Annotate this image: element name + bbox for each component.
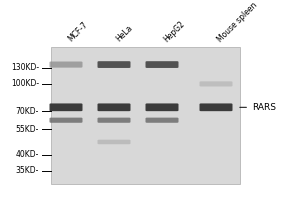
Text: 130KD-: 130KD- [11, 63, 39, 72]
Text: RARS: RARS [240, 103, 276, 112]
Text: 40KD-: 40KD- [16, 150, 39, 159]
FancyBboxPatch shape [98, 61, 130, 68]
FancyBboxPatch shape [98, 103, 130, 111]
Text: 35KD-: 35KD- [16, 166, 39, 175]
Bar [51, 47, 240, 184]
FancyBboxPatch shape [50, 62, 82, 68]
FancyBboxPatch shape [146, 118, 178, 123]
Text: 70KD-: 70KD- [16, 107, 39, 116]
FancyBboxPatch shape [146, 103, 178, 111]
Text: HeLa: HeLa [114, 24, 134, 44]
Text: HepG2: HepG2 [162, 19, 187, 44]
Text: Mouse spleen: Mouse spleen [216, 0, 260, 44]
FancyBboxPatch shape [98, 140, 130, 144]
FancyBboxPatch shape [146, 61, 178, 68]
Text: MCF-7: MCF-7 [66, 20, 89, 44]
FancyBboxPatch shape [200, 103, 232, 111]
Text: 55KD-: 55KD- [16, 125, 39, 134]
FancyBboxPatch shape [50, 103, 82, 111]
FancyBboxPatch shape [98, 118, 130, 123]
FancyBboxPatch shape [50, 118, 82, 123]
FancyBboxPatch shape [200, 81, 232, 87]
Text: 100KD-: 100KD- [11, 79, 39, 88]
